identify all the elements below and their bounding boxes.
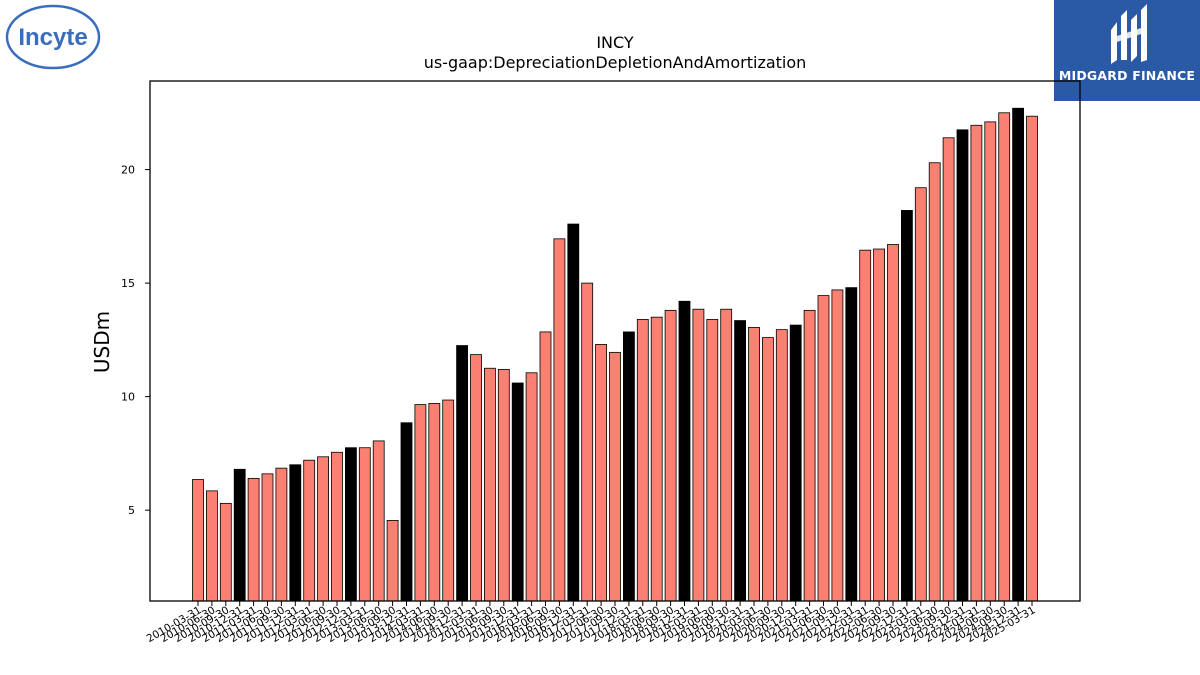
bar-2022-03-31 <box>859 249 872 602</box>
bar-2012-06-30 <box>317 456 330 602</box>
bar-2023-09-30 <box>942 137 955 602</box>
plot-frame <box>149 80 1081 602</box>
bar-2023-03-31 <box>914 187 927 602</box>
bar-2023-12-31 <box>956 129 969 602</box>
y-tick-label: 10 <box>121 391 135 404</box>
bar-2010-06-30 <box>205 490 218 602</box>
bar-2014-03-31 <box>414 404 427 602</box>
bar-2019-06-30 <box>706 319 719 602</box>
bar-2022-06-30 <box>873 248 885 602</box>
bar-2014-06-30 <box>428 403 441 602</box>
bar-2017-03-31 <box>581 282 594 602</box>
bar-2024-09-30 <box>998 112 1011 602</box>
bar-2014-12-31 <box>456 345 469 602</box>
bar-2019-03-31 <box>692 308 705 602</box>
bar-2016-09-30 <box>553 238 566 602</box>
incyte-logo-ring <box>5 4 101 70</box>
bar-2012-09-30 <box>331 451 343 602</box>
bar-2012-12-31 <box>344 447 357 602</box>
bar-2021-09-30 <box>831 289 844 602</box>
bar-2020-12-31 <box>789 324 802 602</box>
bar-2010-03-31 <box>192 479 204 602</box>
bar-2017-12-31 <box>623 331 635 602</box>
bar-2010-09-30 <box>219 502 232 602</box>
bar-2024-12-31 <box>1012 107 1024 602</box>
bar-2013-06-30 <box>372 440 385 602</box>
incyte-logo-text: Incyte <box>18 24 87 51</box>
chart-subtitle: us-gaap:DepreciationDepletionAndAmortiza… <box>424 53 807 72</box>
incyte-logo: Incyte <box>5 4 101 70</box>
bar-2016-06-30 <box>539 331 552 602</box>
bar-2011-12-31 <box>289 464 302 602</box>
bar-2015-09-30 <box>497 368 510 602</box>
bar-2016-03-31 <box>525 372 538 602</box>
bar-2015-12-31 <box>511 382 524 602</box>
y-tick-label: 15 <box>121 277 135 290</box>
bar-2022-12-31 <box>901 210 913 602</box>
bar-2022-09-30 <box>887 244 899 602</box>
bar-2010-12-31 <box>233 468 246 602</box>
bar-2013-12-31 <box>400 422 413 602</box>
bar-2017-09-30 <box>609 351 621 602</box>
bar-2019-12-31 <box>734 320 746 602</box>
bar-2020-09-30 <box>775 329 788 602</box>
bar-2013-03-31 <box>358 447 371 602</box>
bar-2012-03-31 <box>303 459 316 602</box>
bar-2018-06-30 <box>650 316 663 602</box>
bar-2024-03-31 <box>970 124 983 602</box>
bar-2021-03-31 <box>803 309 816 602</box>
midgard-logo-text: MIDGARD FINANCE <box>1058 68 1196 83</box>
bar-2011-03-31 <box>247 477 260 602</box>
bars-group <box>192 107 1038 602</box>
bar-2018-03-31 <box>636 319 649 602</box>
chart-title: INCY <box>596 33 634 52</box>
bar-2016-12-31 <box>567 223 580 602</box>
midgard-emblem-icon <box>1111 4 1147 64</box>
bar-2013-09-30 <box>386 519 399 602</box>
bar-2018-12-31 <box>678 300 691 602</box>
bar-2020-03-31 <box>748 326 760 602</box>
bar-2021-12-31 <box>845 287 858 602</box>
y-tick-label: 5 <box>128 504 135 517</box>
midgard-finance-logo: MIDGARD FINANCE <box>1054 0 1200 101</box>
y-axis-label: USDm <box>90 311 114 373</box>
bar-2024-06-30 <box>984 121 997 602</box>
bar-2020-06-30 <box>762 337 774 602</box>
bar-2015-06-30 <box>483 367 496 602</box>
bar-2015-03-31 <box>470 354 482 602</box>
bar-2023-06-30 <box>928 162 941 602</box>
bar-2025-03-31 <box>1026 115 1038 602</box>
bar-2018-09-30 <box>664 309 677 602</box>
bar-2017-06-30 <box>595 344 607 602</box>
bar-2014-09-30 <box>442 399 455 602</box>
bar-2011-06-30 <box>261 473 274 602</box>
y-axis: 5 10 15 20 <box>121 164 150 517</box>
bar-2019-09-30 <box>720 308 733 602</box>
bar-2021-06-30 <box>817 295 830 602</box>
x-axis: 2010-03-312010-06-302010-09-302010-12-31… <box>145 601 1038 645</box>
bar-2011-09-30 <box>275 467 288 602</box>
y-tick-label: 20 <box>121 164 135 177</box>
